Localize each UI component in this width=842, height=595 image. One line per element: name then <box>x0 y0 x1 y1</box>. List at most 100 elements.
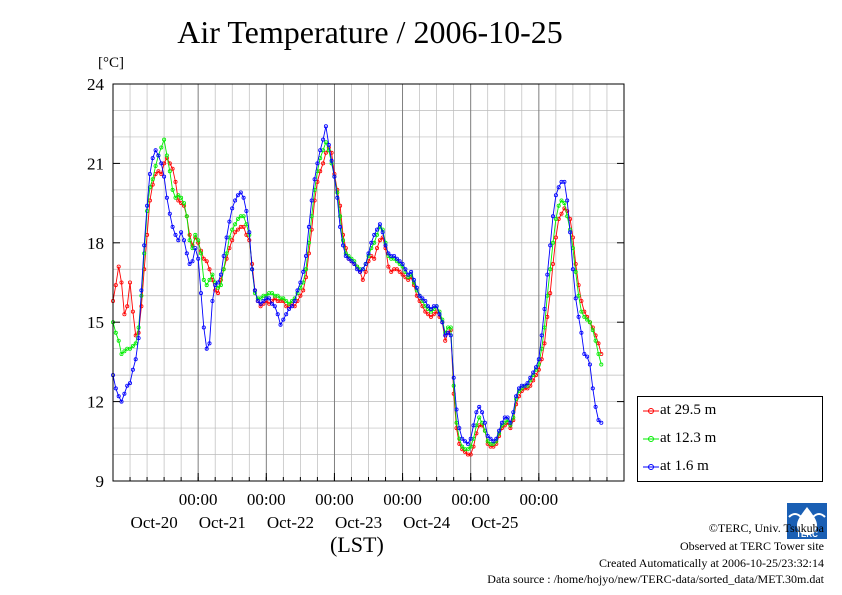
data-point <box>562 179 567 184</box>
data-point <box>261 293 266 298</box>
credit-created: Created Automatically at 2006-10-25/23:3… <box>599 556 824 570</box>
data-point <box>460 436 465 441</box>
data-point <box>545 272 550 277</box>
data-point <box>187 261 192 266</box>
data-point <box>357 269 362 274</box>
data-point <box>374 246 379 251</box>
data-point <box>460 444 465 449</box>
data-point <box>352 261 357 266</box>
data-point <box>159 171 164 176</box>
data-point <box>321 161 326 166</box>
data-point <box>196 238 201 243</box>
data-point <box>494 436 499 441</box>
data-point <box>167 211 172 216</box>
data-point <box>159 161 164 166</box>
data-point <box>295 298 300 303</box>
data-point <box>474 410 479 415</box>
data-point <box>548 243 553 248</box>
data-point <box>593 404 598 409</box>
data-point <box>454 407 459 412</box>
data-point <box>440 320 445 325</box>
data-point <box>213 283 218 288</box>
data-point <box>511 410 516 415</box>
data-point <box>451 383 456 388</box>
x-tick-time-label: 00:00 <box>179 490 218 509</box>
data-point <box>292 298 297 303</box>
data-point <box>426 304 431 309</box>
data-point <box>272 304 277 309</box>
data-point <box>394 256 399 261</box>
data-point <box>156 169 161 174</box>
data-point <box>335 195 340 200</box>
data-point <box>570 267 575 272</box>
data-point <box>130 343 135 348</box>
data-point <box>457 426 462 431</box>
data-point <box>298 280 303 285</box>
data-point <box>323 124 328 129</box>
data-point <box>255 298 260 303</box>
data-point <box>201 256 206 261</box>
data-point <box>579 309 584 314</box>
data-point <box>471 444 476 449</box>
data-point <box>573 261 578 266</box>
series-at-29-5-m <box>111 145 604 457</box>
data-point <box>431 312 436 317</box>
data-point <box>116 338 121 343</box>
data-point <box>204 259 209 264</box>
logo-text: TERC <box>796 530 818 539</box>
data-point <box>590 386 595 391</box>
data-point <box>247 230 252 235</box>
data-point <box>213 288 218 293</box>
data-point <box>428 314 433 319</box>
data-point <box>551 261 556 266</box>
data-point <box>267 296 272 301</box>
data-point <box>150 177 155 182</box>
data-point <box>215 285 220 290</box>
series-at-1-6-m <box>111 124 604 446</box>
data-point <box>360 277 365 282</box>
data-point <box>119 280 124 285</box>
data-point <box>181 238 186 243</box>
data-point <box>400 272 405 277</box>
data-point <box>130 367 135 372</box>
data-point <box>514 394 519 399</box>
data-point <box>414 285 419 290</box>
data-point <box>536 357 541 362</box>
data-point <box>488 436 493 441</box>
y-tick-label: 18 <box>87 234 104 253</box>
data-point <box>193 232 198 237</box>
data-point <box>525 381 530 386</box>
data-point <box>482 420 487 425</box>
data-point <box>338 214 343 219</box>
data-point <box>162 161 167 166</box>
data-point <box>281 317 286 322</box>
data-point <box>176 238 181 243</box>
data-point <box>269 291 274 296</box>
data-point <box>431 306 436 311</box>
data-point <box>568 230 573 235</box>
data-point <box>156 153 161 158</box>
data-point <box>423 309 428 314</box>
data-point <box>298 293 303 298</box>
legend: at 29.5 m at 12.3 m at 1.6 m <box>637 396 823 482</box>
data-point <box>315 161 320 166</box>
data-point <box>238 190 243 195</box>
data-point <box>394 267 399 272</box>
x-tick-date-label: Oct-23 <box>335 513 382 532</box>
data-point <box>409 269 414 274</box>
legend-item-1-6m: at 1.6 m <box>638 455 822 479</box>
data-point <box>329 158 334 163</box>
x-tick-time-label: 00:00 <box>451 490 490 509</box>
data-point <box>301 288 306 293</box>
data-point <box>340 238 345 243</box>
data-point <box>164 153 169 158</box>
data-point <box>198 291 203 296</box>
data-point <box>582 314 587 319</box>
data-point <box>113 386 118 391</box>
data-point <box>127 346 132 351</box>
data-point <box>437 312 442 317</box>
data-point <box>377 238 382 243</box>
data-point <box>491 441 496 446</box>
data-point <box>122 349 127 354</box>
data-point <box>119 351 124 356</box>
